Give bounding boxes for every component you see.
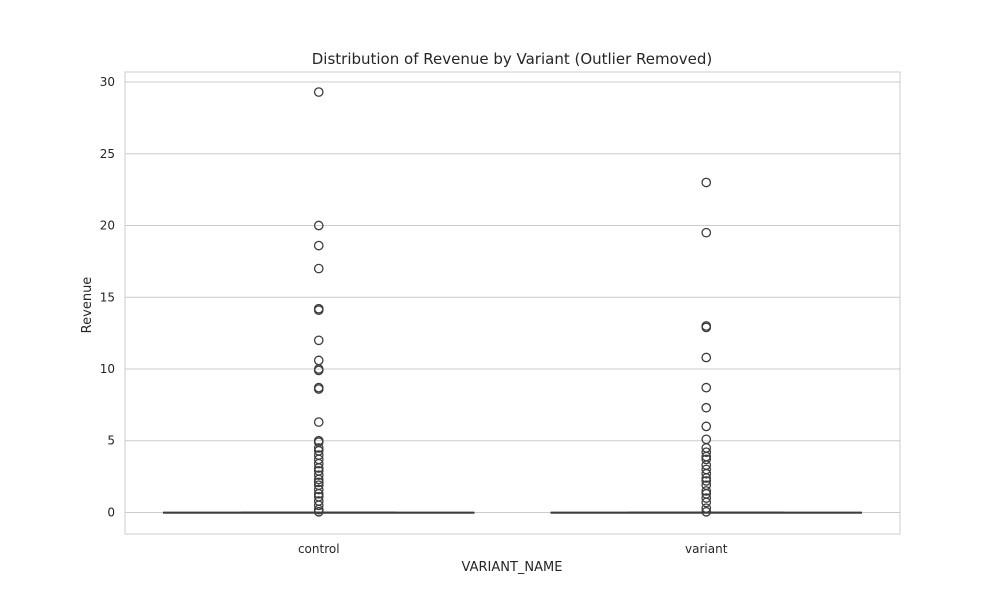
outlier-point-variant [701,322,712,333]
outlier-point-control [313,240,324,251]
outlier-point-control [313,87,324,97]
y-tick-label: 30 [100,75,115,89]
outlier-point-variant [701,503,712,514]
y-tick-label: 25 [100,147,115,161]
outlier-point-variant [701,177,712,188]
outlier-point-variant [701,447,712,458]
x-tick-labels: control variant [298,542,728,556]
gridlines [125,81,900,513]
x-tick-label-control: control [298,542,340,556]
x-axis-label: VARIANT_NAME [462,560,563,575]
outlier-point-variant [701,497,712,508]
outlier-point-variant [701,493,712,503]
outlier-point-variant [701,486,712,496]
outlier-point-control [313,463,324,473]
outlier-point-control [313,488,324,499]
outlier-point-control [313,484,324,495]
outlier-point-variant [701,473,712,483]
outlier-point-control [313,477,324,488]
outlier-point-control [313,220,324,231]
x-tick-label-variant: variant [685,542,728,556]
outlier-point-variant [701,402,712,413]
chart-title: Distribution of Revenue by Variant (Outl… [312,50,713,68]
outlier-point-control [313,263,324,274]
outlier-point-control [313,335,324,346]
outlier-points [313,87,712,517]
outlier-point-control [313,305,324,316]
outlier-point-control [313,355,324,366]
outlier-point-variant [701,454,712,465]
plot-frame [124,71,901,535]
outlier-point-variant [701,468,712,479]
outlier-point-variant [701,506,712,517]
y-tick-labels: 0 5 10 15 20 25 30 [100,75,115,519]
outlier-point-control [313,506,324,517]
outlier-point-variant [701,421,712,432]
y-tick-label: 5 [107,434,115,448]
outlier-point-control [313,384,324,394]
y-axis-label: Revenue [80,277,95,334]
outlier-point-variant [701,382,712,393]
outlier-point-control [313,443,324,453]
outlier-point-control [313,458,324,469]
y-tick-label: 10 [100,362,115,376]
outlier-point-control [313,417,324,427]
outlier-point-variant [701,476,712,486]
y-tick-label: 20 [100,219,115,233]
outlier-point-variant [701,352,712,363]
outlier-point-control [313,500,324,511]
y-tick-label: 0 [107,505,115,519]
outlier-point-control [313,470,324,481]
outlier-point-control [313,365,324,376]
outlier-point-control [313,474,324,485]
outlier-point-variant [701,227,712,238]
outlier-point-variant [701,434,712,445]
y-tick-label: 15 [100,290,115,304]
